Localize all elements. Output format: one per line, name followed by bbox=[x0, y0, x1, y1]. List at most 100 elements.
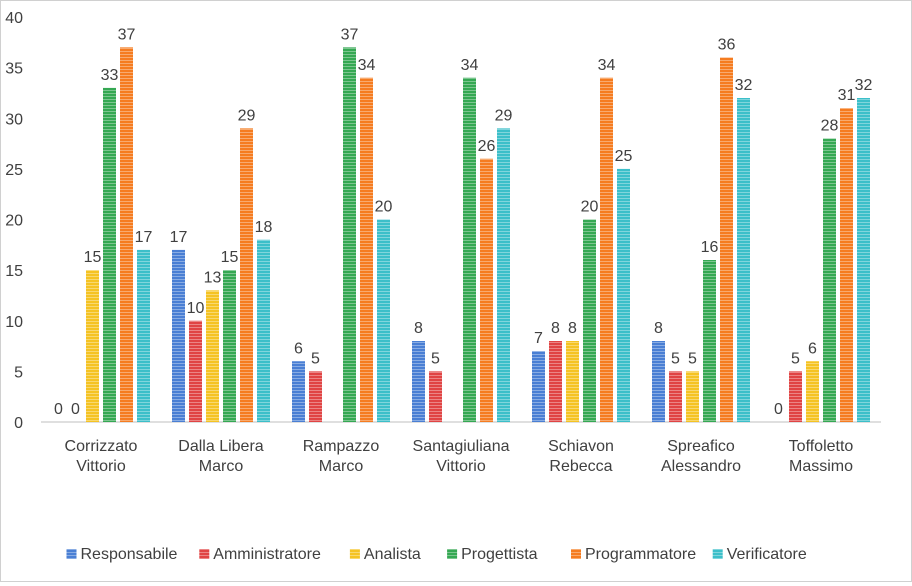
data-label: 36 bbox=[718, 37, 736, 54]
bar bbox=[120, 47, 133, 422]
legend-item: Verificatore bbox=[712, 546, 807, 563]
bar bbox=[172, 249, 185, 422]
data-label: 5 bbox=[688, 350, 697, 367]
data-label: 8 bbox=[654, 320, 663, 337]
bar bbox=[703, 260, 716, 422]
bar bbox=[103, 87, 116, 422]
bar bbox=[686, 371, 699, 422]
legend-item: Responsabile bbox=[66, 546, 178, 563]
bar bbox=[737, 98, 750, 422]
bar bbox=[823, 138, 836, 422]
data-label: 32 bbox=[855, 77, 873, 94]
bar bbox=[600, 77, 613, 422]
bars bbox=[86, 47, 870, 422]
bar bbox=[257, 239, 270, 422]
legend-item: Amministratore bbox=[199, 546, 321, 563]
data-label: 15 bbox=[221, 249, 239, 266]
bar bbox=[617, 168, 630, 422]
data-label: 18 bbox=[255, 219, 273, 236]
data-label: 5 bbox=[791, 350, 800, 367]
data-label: 34 bbox=[358, 57, 376, 74]
y-tick-label: 25 bbox=[5, 162, 23, 179]
bar bbox=[840, 108, 853, 422]
legend-label: Verificatore bbox=[727, 546, 807, 563]
data-label: 29 bbox=[495, 107, 513, 124]
bar bbox=[377, 219, 390, 422]
data-label: 8 bbox=[568, 320, 577, 337]
data-label: 0 bbox=[54, 401, 63, 418]
data-label: 7 bbox=[534, 330, 543, 347]
data-label: 8 bbox=[414, 320, 423, 337]
data-label: 34 bbox=[598, 57, 616, 74]
data-label: 32 bbox=[735, 77, 753, 94]
bar bbox=[583, 219, 596, 422]
data-label: 26 bbox=[478, 138, 496, 155]
legend-swatch bbox=[712, 549, 723, 559]
bar bbox=[652, 341, 665, 422]
data-label: 33 bbox=[101, 67, 119, 84]
bar bbox=[240, 128, 253, 422]
bar bbox=[189, 320, 202, 422]
y-tick-label: 35 bbox=[5, 61, 23, 78]
x-category-label: Spreafico Alessandro bbox=[661, 438, 741, 475]
legend-item: Programmatore bbox=[571, 546, 696, 563]
data-label: 5 bbox=[431, 350, 440, 367]
legend-swatch bbox=[571, 549, 581, 559]
data-label: 16 bbox=[701, 239, 719, 256]
bar bbox=[532, 351, 545, 422]
data-label: 0 bbox=[774, 401, 783, 418]
bar bbox=[223, 270, 236, 422]
legend-label: Progettista bbox=[461, 546, 538, 563]
legend-swatch bbox=[349, 549, 360, 559]
legend-label: Analista bbox=[364, 546, 421, 563]
bar bbox=[480, 158, 493, 422]
bar bbox=[429, 371, 442, 422]
bar bbox=[360, 77, 373, 422]
bar bbox=[463, 77, 476, 422]
data-label: 20 bbox=[375, 199, 393, 216]
y-tick-label: 20 bbox=[5, 213, 23, 230]
axes: 0 5 10 15 20 25 30 35 40 Corrizzato Vittorio Dalla … bbox=[5, 10, 881, 475]
legend-label: Programmatore bbox=[585, 546, 696, 563]
legend-label: Amministratore bbox=[213, 546, 321, 563]
data-label: 6 bbox=[808, 340, 817, 357]
bar bbox=[292, 361, 305, 422]
bar bbox=[86, 270, 99, 422]
data-label: 17 bbox=[170, 229, 188, 246]
x-category-label: Corrizzato Vittorio bbox=[65, 438, 138, 475]
data-label: 0 bbox=[71, 401, 80, 418]
y-tick-label: 0 bbox=[14, 415, 23, 432]
legend-swatch bbox=[199, 549, 210, 559]
bar bbox=[789, 371, 802, 422]
data-label: 5 bbox=[311, 350, 320, 367]
legend-swatch bbox=[66, 549, 77, 559]
y-tick-label: 40 bbox=[5, 10, 23, 27]
x-category-label: Dalla Libera Marco bbox=[178, 438, 263, 475]
bar bbox=[720, 57, 733, 422]
legend-item: Analista bbox=[349, 546, 421, 563]
y-tick-label: 30 bbox=[5, 111, 23, 128]
x-category-label: Santagiuliana Vittorio bbox=[413, 438, 510, 475]
bar bbox=[806, 361, 819, 422]
bar bbox=[566, 341, 579, 422]
x-category-label: Rampazzo Marco bbox=[303, 438, 380, 475]
x-category-label: Toffoletto Massimo bbox=[789, 438, 854, 475]
data-label: 25 bbox=[615, 148, 633, 165]
data-label: 8 bbox=[551, 320, 560, 337]
x-category-label: Schiavon Rebecca bbox=[548, 438, 614, 475]
bar bbox=[309, 371, 322, 422]
data-label: 29 bbox=[238, 107, 256, 124]
data-label: 6 bbox=[294, 340, 303, 357]
bar bbox=[857, 98, 870, 422]
y-tick-label: 15 bbox=[5, 263, 23, 280]
data-label: 37 bbox=[118, 26, 136, 43]
data-label: 15 bbox=[84, 249, 102, 266]
bar bbox=[206, 290, 219, 422]
bar bbox=[412, 341, 425, 422]
bar bbox=[549, 341, 562, 422]
data-label: 34 bbox=[461, 57, 479, 74]
bar bbox=[137, 249, 150, 422]
data-label: 20 bbox=[581, 199, 599, 216]
